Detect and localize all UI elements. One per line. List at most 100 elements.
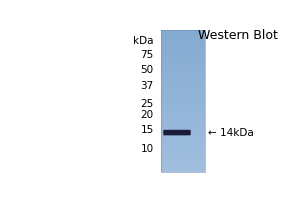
Text: ← 14kDa: ← 14kDa [208, 128, 254, 138]
Bar [161, 34, 205, 35]
Bar [161, 40, 205, 41]
Bar [161, 167, 205, 168]
Bar [161, 33, 205, 34]
Bar [161, 50, 205, 51]
Bar [161, 123, 205, 125]
Bar [161, 161, 205, 162]
Bar [161, 37, 205, 38]
Bar [161, 42, 205, 43]
Text: 25: 25 [140, 99, 154, 109]
Bar [161, 41, 205, 42]
Bar [161, 51, 205, 53]
Bar [161, 48, 205, 49]
Bar [161, 94, 205, 95]
Text: Western Blot: Western Blot [197, 29, 278, 42]
Bar [161, 132, 205, 133]
Bar [161, 35, 205, 36]
Bar [161, 141, 205, 142]
Bar [161, 115, 205, 116]
Bar [161, 120, 205, 121]
Bar [161, 159, 205, 160]
Bar [161, 47, 205, 48]
Bar [161, 144, 205, 145]
Bar [161, 55, 205, 56]
Bar [161, 30, 205, 172]
Bar [161, 112, 205, 113]
Bar [161, 171, 205, 172]
Bar [161, 133, 205, 134]
Text: 37: 37 [140, 81, 154, 91]
Bar [161, 77, 205, 79]
Bar [161, 58, 205, 60]
Bar [161, 79, 205, 80]
Bar [161, 67, 205, 68]
FancyBboxPatch shape [163, 130, 191, 135]
Bar [161, 62, 205, 63]
Bar [161, 113, 205, 114]
Bar [161, 92, 205, 93]
Bar [161, 127, 205, 128]
Bar [161, 168, 205, 169]
Bar [161, 93, 205, 94]
Bar [161, 128, 205, 129]
Bar [161, 75, 205, 76]
Bar [161, 73, 205, 74]
Bar [161, 118, 205, 119]
Bar [161, 116, 205, 118]
Text: 75: 75 [140, 50, 154, 60]
Bar [161, 60, 205, 61]
Bar [161, 109, 205, 110]
Bar [161, 64, 205, 66]
Bar [161, 96, 205, 97]
Bar [161, 108, 205, 109]
Bar [161, 121, 205, 122]
Bar [161, 56, 205, 57]
Bar [161, 139, 205, 140]
Bar [161, 46, 205, 47]
Bar [161, 84, 205, 86]
Bar [161, 103, 205, 105]
Bar [161, 129, 205, 131]
Bar [161, 152, 205, 153]
Text: 20: 20 [141, 110, 154, 120]
Bar [161, 106, 205, 107]
Text: 50: 50 [141, 65, 154, 75]
Bar [161, 44, 205, 46]
Bar [161, 126, 205, 127]
Text: 15: 15 [140, 125, 154, 135]
Bar [161, 66, 205, 67]
Bar [161, 61, 205, 62]
Bar [161, 105, 205, 106]
Bar [161, 114, 205, 115]
Bar [161, 31, 205, 33]
Bar [161, 140, 205, 141]
Bar [161, 80, 205, 81]
Bar [161, 88, 205, 89]
Bar [161, 136, 205, 138]
Bar [161, 86, 205, 87]
Bar [161, 151, 205, 152]
Bar [161, 142, 205, 144]
Bar [161, 53, 205, 54]
Bar [161, 87, 205, 88]
Bar [161, 153, 205, 154]
Bar [161, 154, 205, 155]
Bar [161, 95, 205, 96]
Bar [161, 102, 205, 103]
Bar [161, 107, 205, 108]
Bar [161, 54, 205, 55]
Bar [161, 90, 205, 92]
Bar [161, 82, 205, 83]
Bar [161, 145, 205, 146]
Bar [161, 125, 205, 126]
Bar [161, 147, 205, 148]
Bar [161, 30, 205, 31]
Bar [161, 162, 205, 164]
Bar [161, 165, 205, 166]
Bar [161, 135, 205, 136]
Text: 10: 10 [141, 144, 154, 154]
Bar [161, 43, 205, 44]
Bar [161, 57, 205, 58]
Bar [161, 166, 205, 167]
Bar [161, 158, 205, 159]
